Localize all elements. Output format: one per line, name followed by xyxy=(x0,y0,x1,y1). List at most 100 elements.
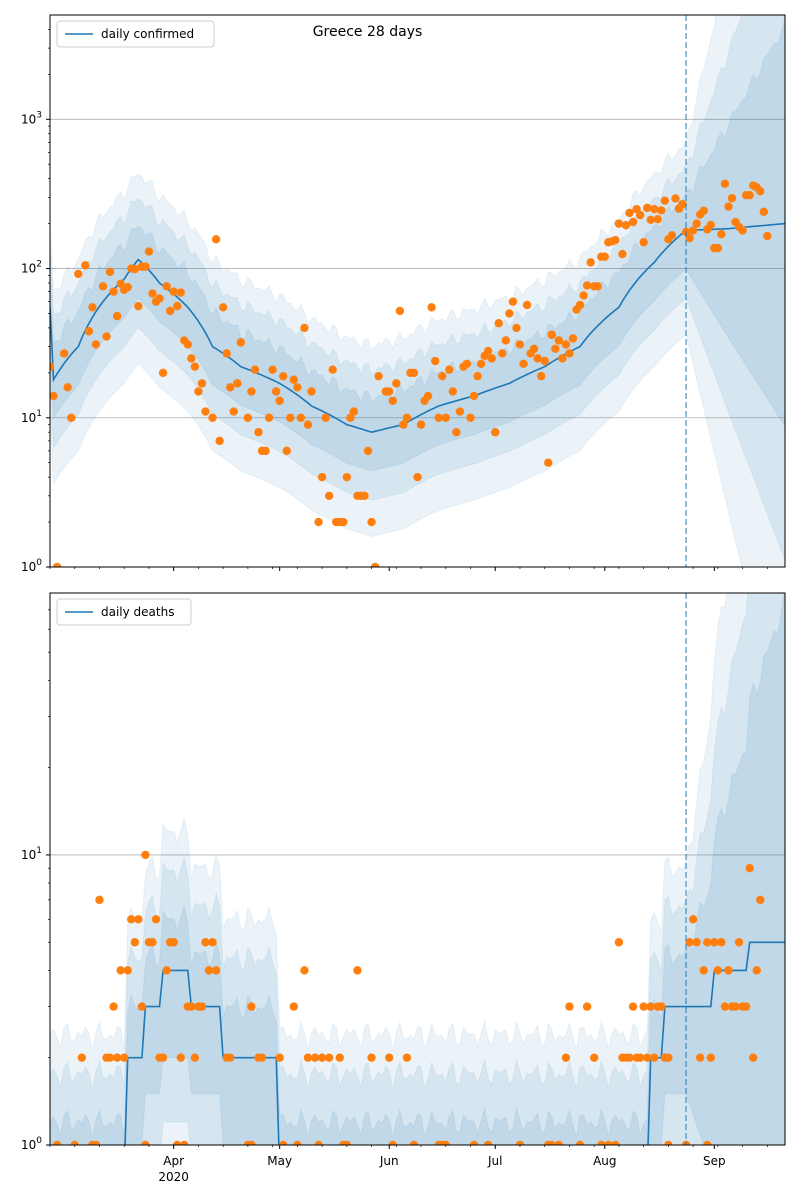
observation-point xyxy=(367,517,376,527)
observation-point xyxy=(254,428,263,437)
observation-point xyxy=(335,1053,344,1062)
x-tick-label: Jul xyxy=(487,1154,502,1168)
observation-point xyxy=(402,413,412,422)
observation-point xyxy=(692,219,701,228)
observation-point xyxy=(112,1053,122,1062)
observation-point xyxy=(536,371,546,381)
observation-point xyxy=(169,287,178,296)
observation-point xyxy=(363,446,373,456)
observation-point xyxy=(745,864,754,873)
observation-point xyxy=(646,215,655,225)
observation-point xyxy=(236,338,246,347)
observation-point xyxy=(52,1140,62,1145)
observation-point xyxy=(561,1053,571,1062)
observation-point xyxy=(197,1002,207,1011)
observation-point xyxy=(565,349,574,358)
observation-point xyxy=(286,413,295,422)
y-tick-label: 101 xyxy=(21,846,42,862)
observation-point xyxy=(575,300,585,310)
observation-point xyxy=(109,287,118,296)
observation-point xyxy=(752,966,761,975)
observation-point xyxy=(501,336,511,345)
observation-point xyxy=(438,371,447,381)
observation-point xyxy=(487,354,496,363)
observation-point xyxy=(692,938,701,947)
observation-point xyxy=(95,895,104,905)
observation-point xyxy=(88,303,97,312)
observation-point xyxy=(353,966,362,975)
observation-point xyxy=(628,217,638,227)
observation-point xyxy=(657,1002,666,1011)
observation-point xyxy=(600,252,609,261)
observation-point xyxy=(554,1140,564,1145)
observation-point xyxy=(109,1002,118,1011)
observation-point xyxy=(360,491,369,500)
observation-point xyxy=(165,306,175,316)
observation-point xyxy=(611,1140,620,1145)
observation-point xyxy=(211,235,221,244)
observation-point xyxy=(724,966,733,975)
observation-point xyxy=(296,413,306,422)
x-tick-label: Apr xyxy=(163,1154,184,1168)
observation-point xyxy=(533,354,542,363)
observation-point xyxy=(604,1140,613,1145)
observation-point xyxy=(130,938,140,947)
observation-point xyxy=(197,379,207,388)
observation-point xyxy=(282,446,291,456)
observation-point xyxy=(469,391,479,401)
observation-point xyxy=(473,371,482,381)
observation-point xyxy=(233,379,242,388)
observation-point xyxy=(625,1053,634,1062)
observation-point xyxy=(688,915,698,924)
observation-point xyxy=(229,407,238,416)
observation-point xyxy=(448,387,458,396)
observation-point xyxy=(547,330,556,339)
observation-point xyxy=(321,413,330,422)
observation-point xyxy=(678,199,687,209)
observation-point xyxy=(508,297,518,306)
observation-point xyxy=(52,562,62,567)
observation-point xyxy=(646,1002,655,1011)
observation-point xyxy=(441,413,450,422)
observation-point xyxy=(141,262,150,271)
y-tick-label: 100 xyxy=(21,558,42,574)
observation-point xyxy=(105,1053,115,1062)
observation-point xyxy=(671,194,680,203)
x-tick-label: Aug xyxy=(593,1154,616,1168)
observation-point xyxy=(314,1140,323,1145)
observation-point xyxy=(222,349,231,358)
observation-point xyxy=(483,1140,493,1145)
observation-point xyxy=(713,243,723,253)
observation-point xyxy=(300,966,309,975)
observation-point xyxy=(635,1053,645,1062)
observation-point xyxy=(639,1002,648,1011)
observation-point xyxy=(187,1002,196,1011)
observation-point xyxy=(568,334,578,343)
observation-point xyxy=(314,517,323,527)
observation-point xyxy=(346,413,355,422)
observation-point xyxy=(367,1053,376,1062)
observation-point xyxy=(289,1002,299,1011)
observation-point xyxy=(717,229,726,239)
observation-point xyxy=(176,288,185,297)
observation-point xyxy=(204,966,214,975)
observation-point xyxy=(257,1053,267,1062)
observation-point xyxy=(247,1140,256,1145)
deaths-panel: 100 101 Apr May Jun Jul Aug Sep 2020 daily deaths xyxy=(21,592,786,1184)
observation-point xyxy=(734,938,744,947)
observation-point xyxy=(141,1140,150,1145)
observation-point xyxy=(50,362,55,371)
observation-point xyxy=(717,938,726,947)
observation-point xyxy=(519,359,528,368)
observation-point xyxy=(226,1053,235,1062)
observation-point xyxy=(59,349,69,358)
observation-point xyxy=(695,1053,705,1062)
observation-point xyxy=(505,309,514,318)
observation-point xyxy=(614,938,624,947)
observation-point xyxy=(483,346,493,356)
observation-point xyxy=(201,938,210,947)
observation-point xyxy=(565,1002,574,1011)
observation-point xyxy=(158,368,168,378)
x-tick-label: Sep xyxy=(703,1154,726,1168)
